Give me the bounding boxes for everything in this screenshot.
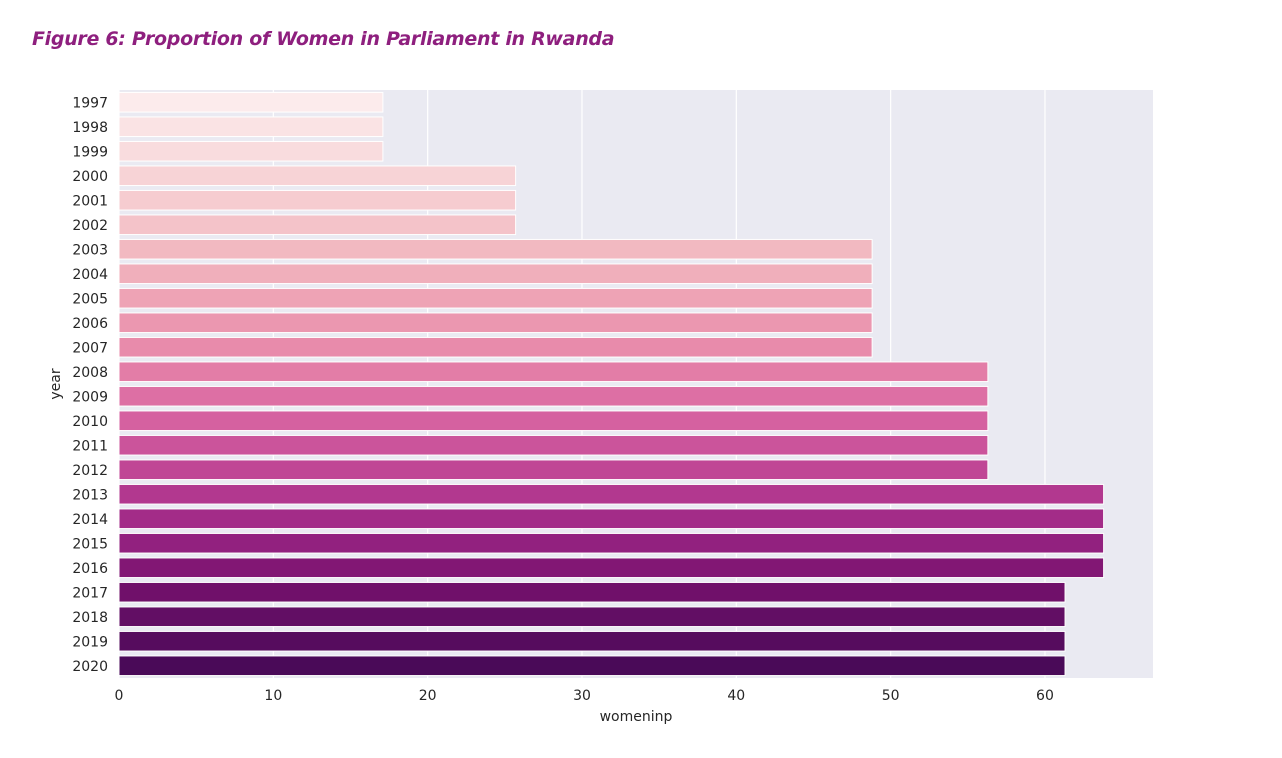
y-tick-label: 2004 bbox=[72, 267, 108, 283]
y-tick-label: 2014 bbox=[72, 512, 108, 528]
bar-2012 bbox=[118, 459, 989, 481]
x-tick-label: 10 bbox=[264, 688, 282, 704]
x-tick-label: 0 bbox=[115, 688, 124, 704]
y-tick-label: 2007 bbox=[72, 340, 108, 356]
y-tick-label: 2017 bbox=[72, 585, 108, 601]
bar-1997 bbox=[118, 91, 384, 113]
x-tick-labels: 0 10 20 30 40 50 60 bbox=[115, 688, 1054, 704]
x-tick-label: 30 bbox=[573, 688, 591, 704]
bar-2013 bbox=[118, 483, 1105, 505]
y-axis-label: year bbox=[48, 368, 64, 399]
bar-2000 bbox=[118, 165, 517, 187]
y-tick-label: 2001 bbox=[72, 193, 108, 209]
y-tick-label: 2020 bbox=[72, 659, 108, 675]
bar-2005 bbox=[118, 287, 873, 309]
y-tick-label: 1999 bbox=[72, 144, 108, 160]
bar-1998 bbox=[118, 116, 384, 138]
y-tick-label: 2016 bbox=[72, 561, 108, 577]
x-tick-label: 60 bbox=[1036, 688, 1054, 704]
y-tick-label: 2012 bbox=[72, 463, 108, 479]
bar-2020 bbox=[118, 655, 1066, 677]
y-tick-label: 2010 bbox=[72, 414, 108, 430]
y-tick-labels: 1997 1998 1999 2000 2001 2002 2003 2004 2005 2006… bbox=[72, 95, 108, 675]
bar-2014 bbox=[118, 508, 1105, 530]
y-tick-label: 2018 bbox=[72, 610, 108, 626]
bar-2016 bbox=[118, 557, 1105, 579]
x-axis-label: womeninp bbox=[600, 709, 673, 725]
bar-2011 bbox=[118, 434, 989, 456]
bar-2004 bbox=[118, 263, 873, 285]
bar-2019 bbox=[118, 630, 1066, 652]
bars bbox=[118, 91, 1105, 677]
y-tick-label: 1998 bbox=[72, 120, 108, 136]
bar-2015 bbox=[118, 532, 1105, 554]
figure-title: Figure 6: Proportion of Women in Parliam… bbox=[32, 28, 615, 50]
x-tick-label: 40 bbox=[727, 688, 745, 704]
y-tick-label: 1997 bbox=[72, 95, 108, 111]
bar-2003 bbox=[118, 238, 873, 260]
y-tick-label: 2013 bbox=[72, 487, 108, 503]
y-tick-label: 2015 bbox=[72, 536, 108, 552]
bar-2009 bbox=[118, 385, 989, 407]
grid-lines bbox=[118, 90, 1046, 678]
plot-area bbox=[119, 90, 1153, 678]
bar-2007 bbox=[118, 336, 873, 358]
y-tick-label: 2003 bbox=[72, 242, 108, 258]
bar-2001 bbox=[118, 189, 517, 211]
y-tick-label: 2009 bbox=[72, 389, 108, 405]
x-tick-label: 20 bbox=[419, 688, 437, 704]
y-tick-label: 2002 bbox=[72, 218, 108, 234]
y-tick-label: 2019 bbox=[72, 634, 108, 650]
y-tick-label: 2005 bbox=[72, 291, 108, 307]
bar-2018 bbox=[118, 606, 1066, 628]
bar-2006 bbox=[118, 312, 873, 334]
y-tick-label: 2008 bbox=[72, 365, 108, 381]
bar-2017 bbox=[118, 581, 1066, 603]
bar-1999 bbox=[118, 140, 384, 162]
y-tick-label: 2011 bbox=[72, 438, 108, 454]
x-tick-label: 50 bbox=[882, 688, 900, 704]
bar-2010 bbox=[118, 410, 989, 432]
bar-2002 bbox=[118, 214, 517, 236]
y-tick-label: 2000 bbox=[72, 169, 108, 185]
y-tick-label: 2006 bbox=[72, 316, 108, 332]
bar-2008 bbox=[118, 361, 989, 383]
